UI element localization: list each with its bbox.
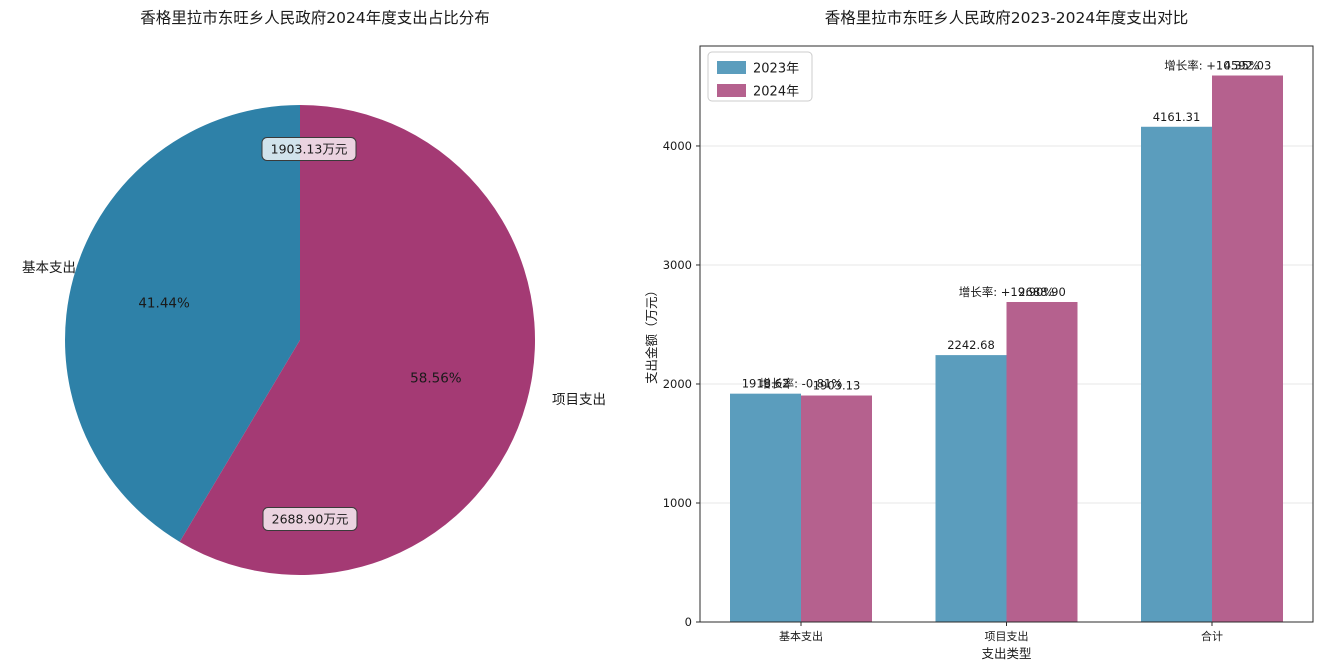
x-tick-label: 基本支出	[779, 629, 823, 643]
pie-percent-label: 58.56%	[410, 370, 462, 386]
bar-2024年-2	[1212, 75, 1283, 622]
growth-rate-annotation: 增长率: +10.35%	[1164, 59, 1260, 73]
bar-2023年-2	[1141, 126, 1212, 623]
bar-value-label: 4161.31	[1153, 110, 1201, 124]
legend-label: 2023年	[753, 62, 799, 77]
pie-category-label: 项目支出	[552, 392, 606, 408]
bar-value-label: 1903.13	[813, 379, 861, 393]
pie-chart: 香格里拉市东旺乡人民政府2024年度支出占比分布 41.44% 58.56% 基本支出…	[22, 9, 606, 575]
bar-value-label: 1918.62	[742, 377, 790, 391]
bar-value-label: 2242.68	[947, 338, 995, 352]
y-tick-label: 4000	[663, 139, 692, 153]
growth-rate-annotation: 增长率: -0.81%	[760, 377, 843, 391]
pie-amount-label: 2688.90万元	[272, 512, 349, 527]
bar-value-label: 4592.03	[1224, 59, 1272, 73]
y-tick-label: 3000	[663, 258, 692, 272]
pie-percent-label: 41.44%	[138, 296, 190, 312]
pie-amount-box	[261, 137, 357, 161]
pie-chart-title: 香格里拉市东旺乡人民政府2024年度支出占比分布	[140, 9, 489, 27]
pie-slice-0	[65, 105, 300, 542]
legend-label: 2024年	[753, 85, 799, 100]
x-tick-label: 合计	[1201, 629, 1223, 643]
pie-amount-box	[262, 507, 358, 531]
y-tick-label: 0	[685, 615, 692, 629]
bar-2023年-0	[730, 393, 801, 622]
bar-2024年-0	[801, 395, 872, 622]
pie-slice-1	[179, 104, 536, 575]
pie-category-label: 基本支出	[22, 259, 76, 276]
legend-swatch-2023年	[717, 61, 746, 74]
x-tick-label: 项目支出	[985, 629, 1029, 643]
y-axis-label: 支出金额（万元）	[644, 284, 659, 384]
bar-2023年-1	[935, 355, 1007, 622]
y-tick-label: 2000	[663, 377, 692, 391]
y-tick-label: 1000	[663, 496, 692, 510]
bar-chart-title: 香格里拉市东旺乡人民政府2023-2024年度支出对比	[825, 9, 1189, 27]
bar-value-label: 2688.90	[1018, 285, 1066, 299]
x-axis-label: 支出类型	[981, 646, 1031, 661]
legend-swatch-2024年	[717, 84, 746, 97]
pie-amount-label: 1903.13万元	[271, 142, 348, 157]
bar-chart: 香格里拉市东旺乡人民政府2023-2024年度支出对比 1918.62 2242.6…	[644, 9, 1314, 661]
bar-2024年-1	[1006, 301, 1078, 622]
growth-rate-annotation: 增长率: +19.90%	[959, 285, 1055, 299]
legend: 2023年 2024年	[707, 51, 813, 102]
